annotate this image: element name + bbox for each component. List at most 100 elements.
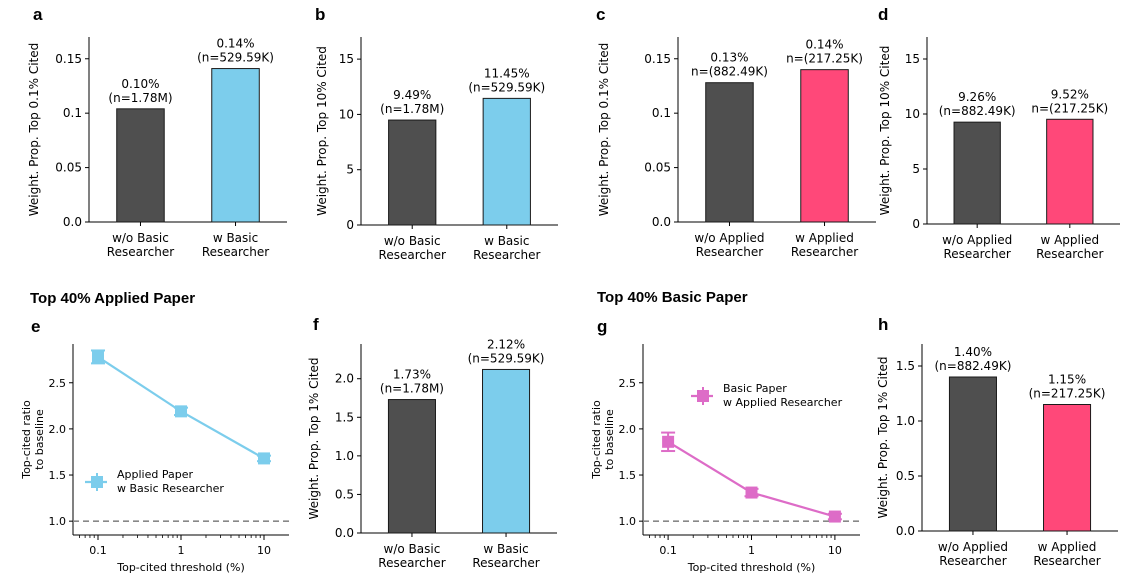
y-tick-label: 10 xyxy=(905,107,920,121)
x-tick-label: 0.1 xyxy=(659,544,677,557)
y-tick-label: 0.05 xyxy=(55,161,82,175)
bar xyxy=(953,121,1001,225)
y-tick-label: 2.5 xyxy=(49,377,67,390)
y-tick-label: 0.5 xyxy=(335,487,354,501)
y-tick-label: 0 xyxy=(346,218,354,232)
y-tick-label: 1.0 xyxy=(619,515,637,528)
data-label: (n=529.59K) xyxy=(197,51,274,65)
data-label: (n=529.59K) xyxy=(468,351,545,365)
data-label: 11.45% xyxy=(484,66,530,80)
bar xyxy=(482,97,531,226)
x-tick-label: 1 xyxy=(178,544,185,557)
y-axis-label: Weight. Prop. Top 0.1% Cited xyxy=(597,43,611,217)
data-label: (n=1.78M) xyxy=(108,91,172,105)
data-point xyxy=(745,486,758,499)
section-title-basic: Top 40% Basic Paper xyxy=(597,289,748,306)
legend-label: Applied Paper xyxy=(117,468,193,481)
x-tick-label: w/o Basic xyxy=(384,234,441,248)
panel-label: c xyxy=(596,5,605,24)
data-point xyxy=(91,350,104,363)
panel-label: d xyxy=(878,5,888,24)
legend-label: Basic Paper xyxy=(723,382,787,395)
x-tick-label: Researcher xyxy=(791,245,858,259)
y-tick-label: 0.0 xyxy=(652,215,671,229)
data-label: 0.10% xyxy=(121,77,159,91)
x-tick-label: w Basic xyxy=(213,231,258,245)
x-tick-label: 10 xyxy=(257,544,271,557)
x-tick-label: Researcher xyxy=(472,556,539,570)
y-tick-label: 2.0 xyxy=(335,372,354,386)
y-axis-label: Weight. Prop. Top 1% Cited xyxy=(307,357,321,519)
bar xyxy=(948,376,997,532)
panel-label: g xyxy=(597,317,607,336)
data-point xyxy=(175,405,187,418)
data-label: (n=882.49K) xyxy=(935,359,1012,373)
data-label: 0.13% xyxy=(710,51,748,65)
data-label: 9.49% xyxy=(393,88,431,102)
bar xyxy=(211,68,260,223)
data-label: 1.40% xyxy=(954,345,992,359)
x-tick-label: w/o Applied xyxy=(694,231,764,245)
x-tick-label: 10 xyxy=(828,544,842,557)
y-tick-label: 1.5 xyxy=(335,410,354,424)
y-tick-label: 2.5 xyxy=(619,377,637,390)
y-tick-label: 5 xyxy=(912,162,920,176)
y-tick-label: 15 xyxy=(339,52,354,66)
data-label: 9.26% xyxy=(958,90,996,104)
x-tick-label: Researcher xyxy=(939,554,1006,568)
panel-h: h 0.0 0.5 1.0 1.5 Weight. Prop. Top 1% Cited w… xyxy=(876,315,1118,568)
data-point xyxy=(258,452,271,465)
panel-b: b 0 5 10 15 Weight. Prop. Top 10% Cited w/o Ba… xyxy=(315,5,558,262)
y-tick-label: 1.0 xyxy=(49,515,67,528)
y-tick-label: 1.0 xyxy=(896,414,915,428)
data-point xyxy=(828,510,841,523)
panel-label: b xyxy=(315,5,325,24)
x-tick-label: Researcher xyxy=(378,556,445,570)
y-tick-label: 2.0 xyxy=(619,423,637,436)
data-point xyxy=(662,435,675,448)
y-tick-label: 1.5 xyxy=(896,359,915,373)
y-axis-label: Weight. Prop. Top 0.1% Cited xyxy=(27,43,41,217)
legend-label: w Basic Researcher xyxy=(117,482,224,495)
panel-label: h xyxy=(878,315,888,334)
y-axis-label-line: to baseline xyxy=(33,409,46,470)
y-tick-label: 10 xyxy=(339,107,354,121)
bar xyxy=(705,82,754,223)
y-axis-label-line: Top-cited ratio xyxy=(20,400,33,480)
data-label: (n=1.78M) xyxy=(380,102,444,116)
y-tick-label: 0.05 xyxy=(644,161,671,175)
x-tick-label: w Applied xyxy=(1038,540,1097,554)
data-label: 1.73% xyxy=(393,368,431,382)
panel-d: d 0 5 10 15 Weight. Prop. Top 10% Cited w/o Ap… xyxy=(878,5,1120,261)
x-tick-label: w Basic xyxy=(483,542,528,556)
y-axis-label: Top-cited ratioto baseline xyxy=(20,400,46,480)
panel-label: a xyxy=(33,5,43,24)
y-tick-label: 0.1 xyxy=(63,106,82,120)
x-tick-label: Researcher xyxy=(107,245,174,259)
x-axis-label: Top-cited threshold (%) xyxy=(116,561,245,574)
x-tick-label: Researcher xyxy=(202,245,269,259)
data-label: 2.12% xyxy=(487,337,525,351)
y-axis-label: Weight. Prop. Top 10% Cited xyxy=(878,46,892,216)
bar xyxy=(1046,118,1094,225)
y-tick-label: 0.5 xyxy=(896,469,915,483)
data-label: n=(217.25K) xyxy=(786,52,863,66)
bar xyxy=(388,119,437,226)
x-tick-label: w/o Applied xyxy=(942,233,1012,247)
y-tick-label: 0.15 xyxy=(55,52,82,66)
data-label: (n=882.49K) xyxy=(939,104,1016,118)
y-tick-label: 1.0 xyxy=(335,449,354,463)
panel-a: a 0.0 0.05 0.1 0.15 Weight. Prop. Top 0.1% Ci… xyxy=(27,5,287,259)
y-axis-label-line: Top-cited ratio xyxy=(590,400,603,480)
x-tick-label: Researcher xyxy=(944,247,1011,261)
data-label: (n=217.25K) xyxy=(1029,387,1106,401)
x-tick-label: 0.1 xyxy=(89,544,107,557)
y-tick-label: 0 xyxy=(912,217,920,231)
data-label: 0.14% xyxy=(805,38,843,52)
data-label: n=(217.25K) xyxy=(1031,101,1108,115)
bar xyxy=(800,69,849,223)
panel-label: e xyxy=(31,317,40,336)
panel-label: f xyxy=(313,315,319,334)
